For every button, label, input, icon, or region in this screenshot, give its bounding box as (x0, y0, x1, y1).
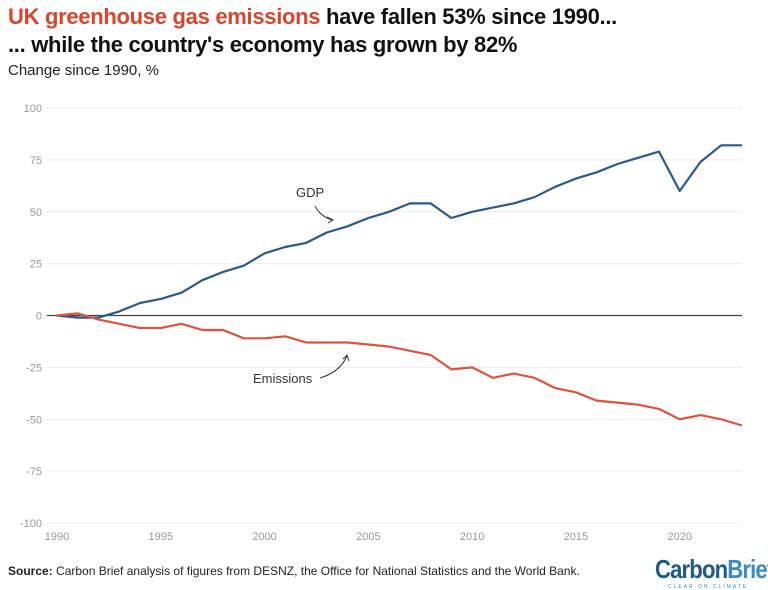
y-tick-label: 0 (36, 311, 42, 323)
y-tick-label: 50 (30, 207, 42, 219)
gdp-label: GDP (296, 185, 324, 200)
y-tick-label: -25 (26, 362, 42, 374)
x-tick-label: 2020 (667, 531, 691, 543)
y-tick-label: 75 (30, 155, 42, 167)
x-tick-label: 1990 (45, 531, 69, 543)
emissions-arrowhead (342, 354, 350, 362)
source-text: Carbon Brief analysis of figures from DE… (52, 564, 580, 578)
source-note: Source: Carbon Brief analysis of figures… (8, 564, 580, 578)
chart-subtitle: Change since 1990, % (8, 62, 159, 79)
y-tick-label: -100 (20, 518, 42, 530)
x-tick-label: 2005 (356, 531, 380, 543)
x-tick-label: 2015 (564, 531, 588, 543)
emissions-label: Emissions (253, 371, 313, 386)
y-tick-label: -75 (26, 466, 42, 478)
chart-title-line2: ... while the country's economy has grow… (8, 32, 518, 57)
title-highlight: UK greenhouse gas emissions (8, 4, 321, 29)
y-tick-label: 100 (24, 103, 42, 115)
gdp-arrow (314, 205, 333, 221)
x-tick-label: 2010 (460, 531, 484, 543)
y-tick-label: -50 (26, 414, 42, 426)
title-rest: have fallen 53% since 1990... (320, 4, 617, 29)
x-tick-label: 2000 (252, 531, 276, 543)
gdp-arrowhead (326, 216, 335, 224)
logo-tagline: CLEAR ON CLIMATE (668, 584, 749, 590)
y-tick-label: 25 (30, 259, 42, 271)
x-tick-label: 1995 (149, 531, 173, 543)
series-line-emissions (56, 312, 743, 427)
series-line-gdp (56, 144, 742, 319)
source-label: Source: (8, 564, 53, 578)
emissions-arrow (319, 355, 348, 379)
chart-title: UK greenhouse gas emissions have fallen … (8, 4, 617, 30)
